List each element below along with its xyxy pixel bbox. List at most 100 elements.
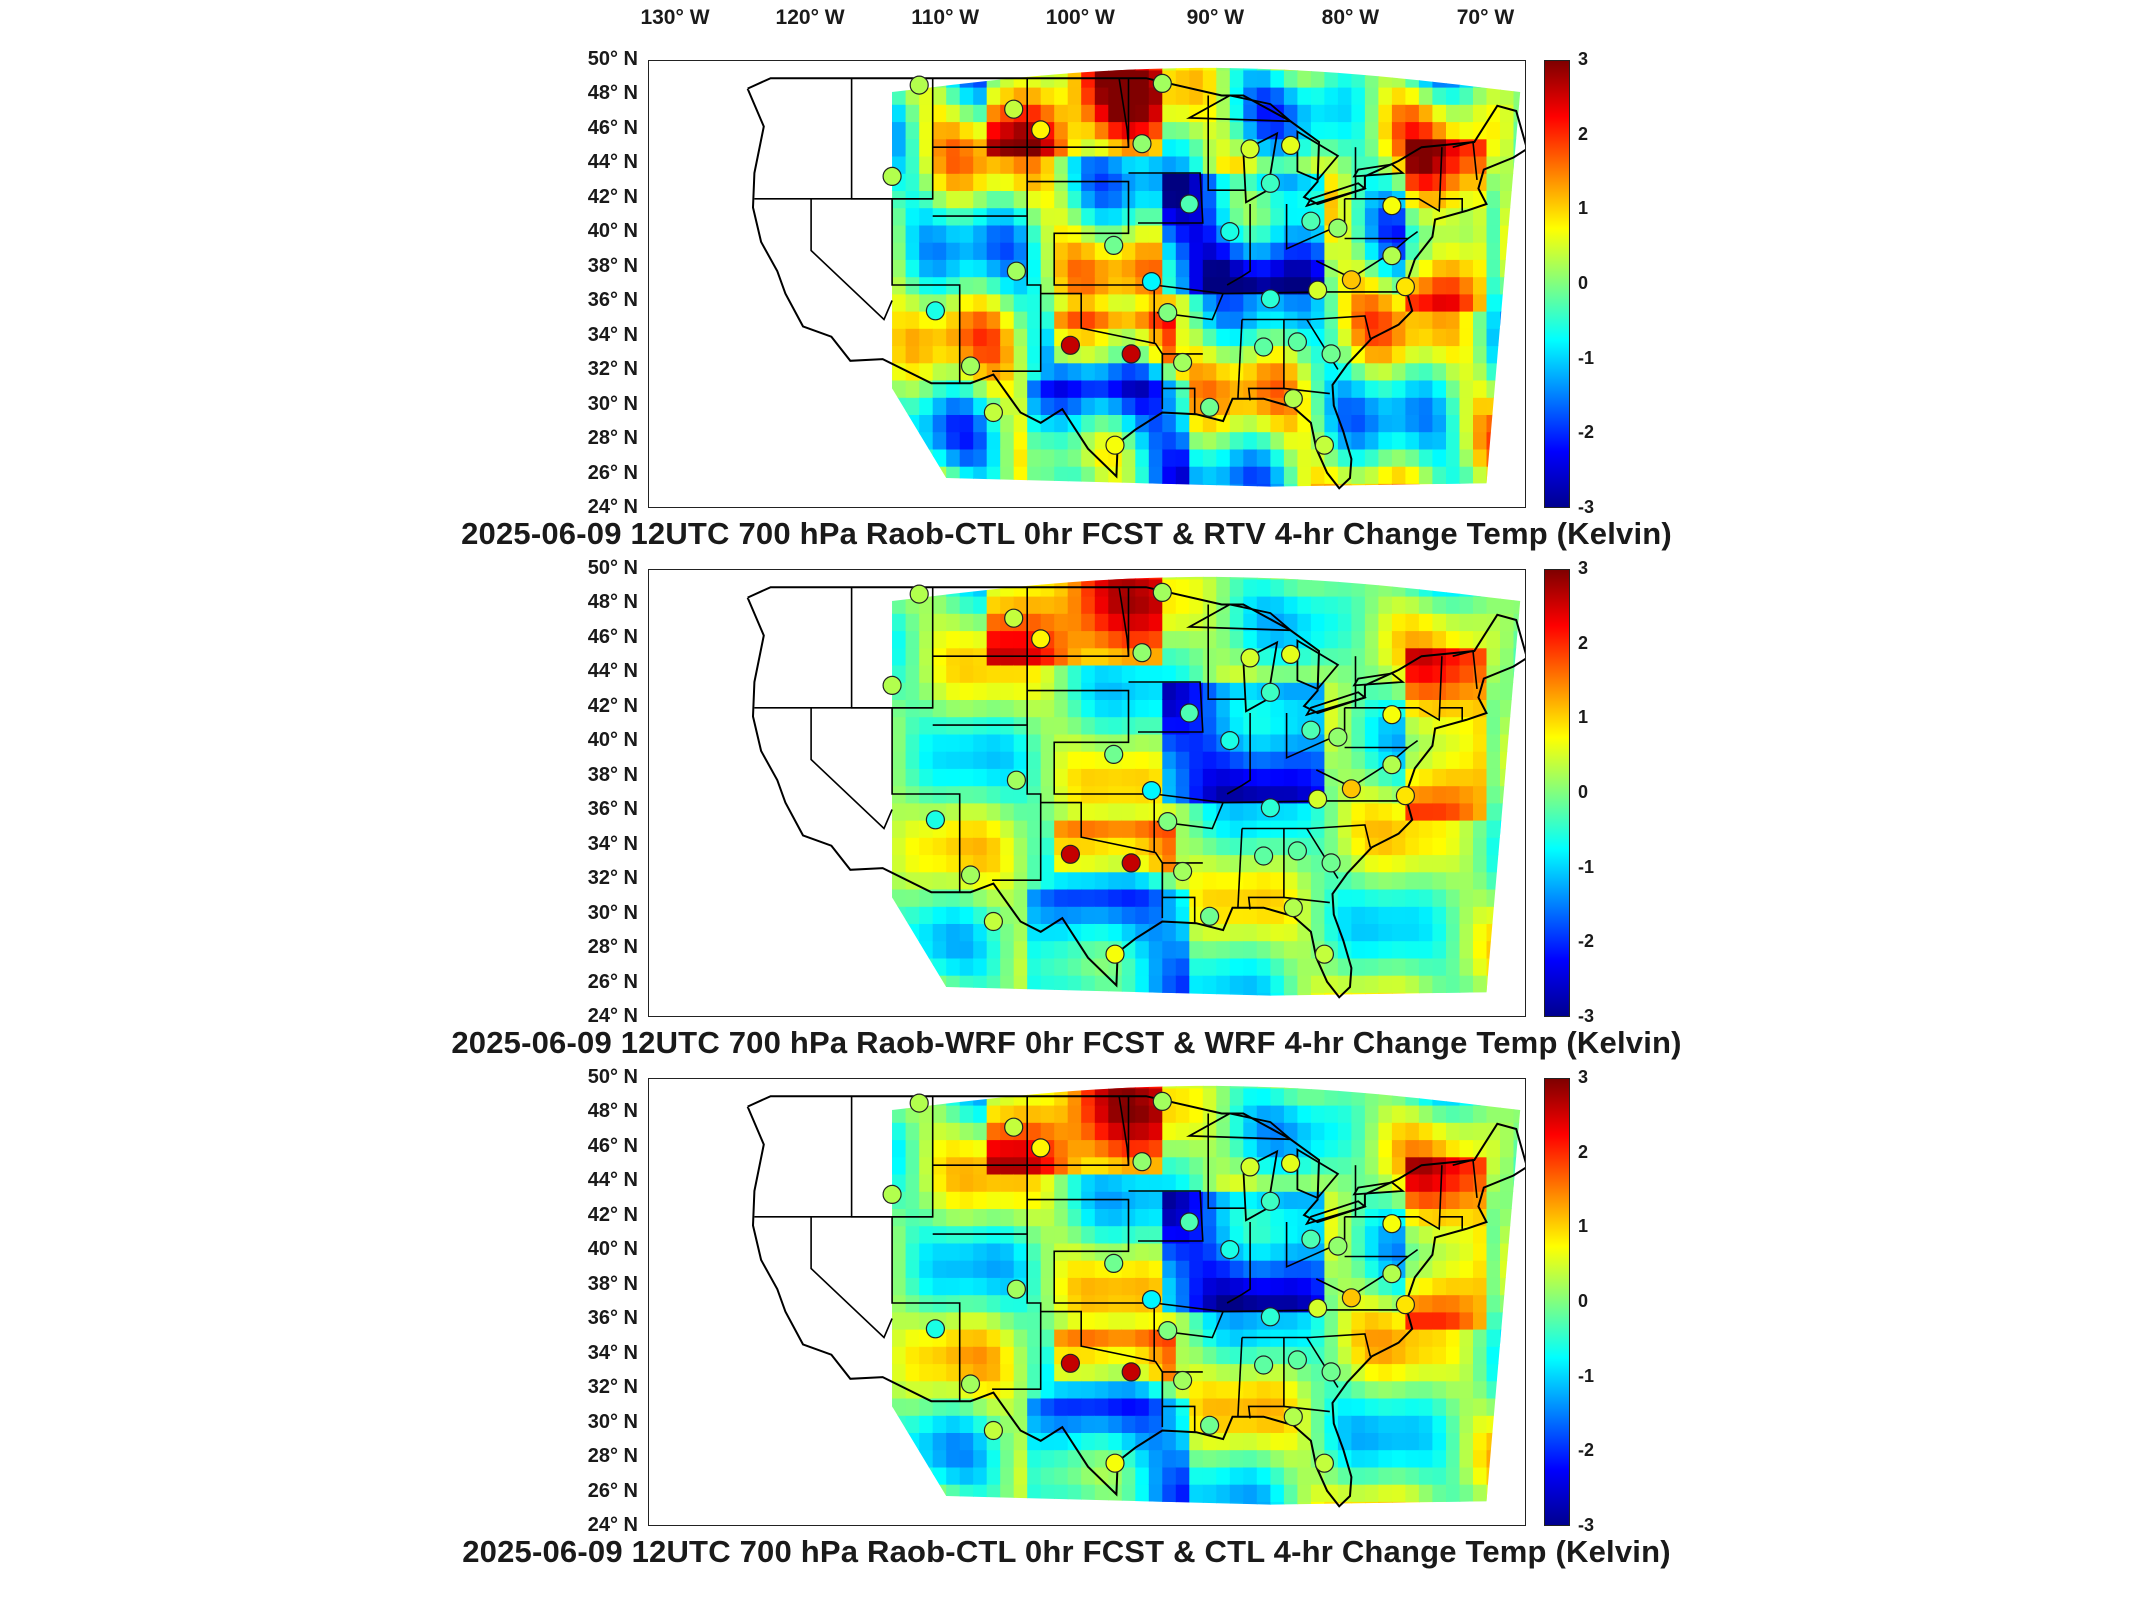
state-boundary [1161, 1371, 1203, 1433]
raob-station-marker [1132, 1152, 1152, 1172]
latitude-tick-label: 42° N [587, 185, 638, 208]
state-boundary [1344, 656, 1443, 722]
raob-station-marker [1260, 173, 1281, 193]
raob-station-marker [1031, 120, 1051, 140]
colorbar-tick-label: 3 [1578, 49, 1589, 69]
raob-station-marker [1382, 246, 1402, 266]
raob-station-marker [1260, 1307, 1281, 1327]
raob-station-marker [1301, 211, 1321, 231]
raob-station-marker [1260, 682, 1281, 702]
colorbar-tick-label: 2 [1578, 1141, 1589, 1162]
latitude-tick-label: 26° N [587, 1479, 638, 1502]
colorbar-tick-label: 1 [1578, 198, 1589, 219]
state-boundary [992, 587, 1042, 881]
colorbar-tick-label: -2 [1578, 1440, 1595, 1461]
latitude-tick-label: 26° N [587, 461, 638, 484]
map-plot-area [648, 569, 1526, 1017]
raob-station-marker [925, 301, 945, 321]
raob-station-marker [1240, 1157, 1260, 1177]
longitude-tick-label: 110° W [911, 6, 980, 29]
latitude-tick-label: 44° N [587, 660, 638, 683]
raob-station-marker [1328, 218, 1348, 238]
raob-station-marker [882, 1184, 902, 1205]
colorbar [1544, 60, 1570, 508]
raob-station-marker [1104, 744, 1124, 764]
colorbar-tick-label: -3 [1578, 1006, 1595, 1026]
state-boundary [1027, 587, 1130, 657]
map-svg [746, 67, 1525, 490]
raob-station-marker [1121, 1362, 1141, 1382]
raob-station-marker [1301, 1229, 1321, 1249]
raob-station-marker [1307, 280, 1328, 300]
raob-station-marker [1240, 139, 1260, 159]
map-plot-area [648, 1078, 1526, 1526]
latitude-tick-label: 38° N [587, 763, 638, 786]
panel-title: 2025-06-09 12UTC 700 hPa Raob-WRF 0hr FC… [451, 1025, 1682, 1060]
great-lake-outline [1186, 1112, 1294, 1141]
latitude-tick-label: 24° N [587, 1005, 638, 1027]
raob-station-marker [1105, 944, 1125, 964]
state-boundary [992, 78, 1042, 372]
state-boundary [1223, 291, 1409, 295]
state-boundary [1128, 1190, 1204, 1242]
state-boundary [1237, 828, 1243, 908]
raob-station-marker [882, 166, 902, 187]
latitude-tick-label: 44° N [587, 151, 638, 174]
state-boundary [1237, 319, 1243, 399]
longitude-tick-label: 80° W [1321, 6, 1380, 29]
raob-station-marker [1004, 608, 1024, 628]
state-boundary [810, 1216, 893, 1339]
raob-station-marker [1395, 277, 1416, 297]
great-lake-outline [1242, 1149, 1279, 1222]
raob-station-marker [1141, 1290, 1162, 1310]
raob-station-marker [1132, 134, 1152, 154]
great-lake-outline [1304, 182, 1367, 208]
raob-station-marker [1260, 1191, 1281, 1211]
great-lake-outline [1352, 672, 1406, 687]
raob-station-marker [1382, 1264, 1402, 1284]
state-boundary [1223, 800, 1409, 804]
latitude-tick-label: 42° N [587, 694, 638, 717]
raob-station-marker [1121, 344, 1141, 364]
raob-station-marker [1158, 1321, 1178, 1341]
latitude-tick-label: 32° N [587, 358, 638, 381]
great-lake-outline [1186, 603, 1294, 632]
state-boundary [1154, 1302, 1225, 1339]
state-boundary [1285, 198, 1346, 251]
colorbar-tick-label: 2 [1578, 632, 1589, 653]
raob-station-marker [1172, 861, 1193, 882]
longitude-tick-label: 100° W [1045, 6, 1115, 29]
state-boundary [1247, 828, 1285, 910]
latitude-tick-label: 40° N [587, 1238, 638, 1261]
raob-station-marker [925, 1319, 945, 1339]
latitude-tick-label: 42° N [587, 1203, 638, 1226]
colorbar-tick-label: -3 [1578, 497, 1595, 517]
raob-station-marker [1004, 1117, 1024, 1137]
raob-station-marker [1105, 435, 1125, 455]
state-boundary [1154, 284, 1225, 321]
state-boundary [1315, 1255, 1409, 1298]
state-boundary [1118, 1096, 1130, 1166]
raob-station-marker [1328, 1236, 1348, 1256]
latitude-tick-label: 38° N [587, 254, 638, 277]
raob-station-marker [1060, 335, 1080, 355]
state-boundary [1344, 1165, 1443, 1231]
state-boundary [1161, 353, 1203, 415]
colorbar-tick-label: -1 [1578, 347, 1595, 368]
raob-station-marker [1132, 643, 1152, 663]
raob-station-marker [1031, 629, 1051, 649]
temperature-field [892, 1085, 1521, 1505]
raob-station-marker [1152, 1091, 1172, 1111]
latitude-tick-label: 38° N [587, 1272, 638, 1295]
raob-station-marker [1314, 1453, 1335, 1473]
latitude-tick-label: 48° N [587, 1100, 638, 1123]
latitude-tick-label: 28° N [587, 1445, 638, 1468]
raob-station-marker [1220, 1240, 1240, 1260]
great-lake-outline [1304, 1200, 1367, 1226]
raob-station-marker [1395, 786, 1416, 806]
state-boundary [1154, 793, 1225, 830]
latitude-tick-label: 24° N [587, 496, 638, 518]
state-boundary [1118, 587, 1130, 657]
raob-station-marker [1172, 1370, 1193, 1391]
latitude-tick-label: 36° N [587, 1307, 638, 1330]
